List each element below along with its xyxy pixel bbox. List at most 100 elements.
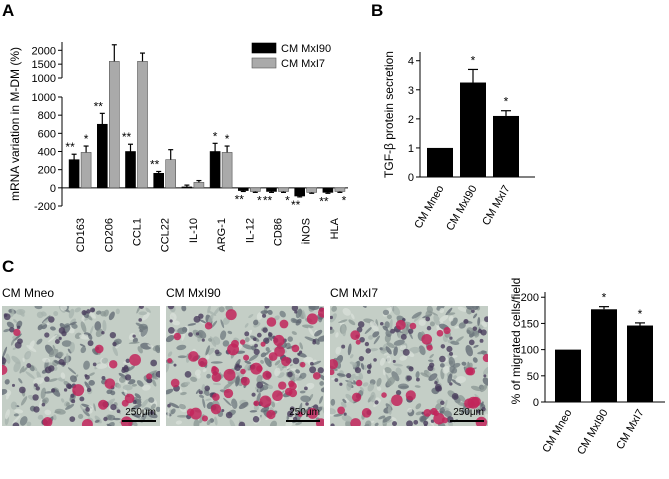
membrane-pore	[253, 404, 259, 411]
membrane-pore	[205, 345, 210, 356]
migrated-cell	[167, 357, 173, 364]
cell-nucleus	[440, 400, 445, 406]
membrane-pore	[95, 310, 102, 315]
membrane-pore	[286, 368, 297, 373]
membrane-pore	[131, 403, 142, 410]
membrane-pore	[386, 355, 392, 364]
cell-nucleus	[256, 332, 262, 338]
membrane-pore	[391, 417, 397, 422]
membrane-pore	[145, 415, 153, 422]
membrane-pore	[196, 373, 201, 379]
cell-nucleus	[451, 392, 459, 400]
membrane-pore	[50, 326, 56, 331]
cell-nucleus	[364, 341, 370, 347]
membrane-pore	[359, 386, 365, 392]
cell-nucleus	[406, 420, 413, 426]
cell-nucleus	[79, 396, 85, 402]
migrated-cell	[423, 408, 432, 417]
bar	[294, 187, 306, 197]
membrane-pore	[256, 392, 261, 403]
membrane-pore	[369, 321, 379, 332]
y-tick-label: 1000	[32, 73, 56, 85]
migrated-cell	[405, 390, 416, 401]
significance-marker: **	[150, 157, 160, 171]
membrane-pore	[382, 420, 392, 424]
cell-nucleus	[87, 340, 94, 347]
membrane-pore	[69, 342, 75, 353]
membrane-pore	[94, 415, 102, 424]
migrated-cell	[430, 407, 438, 415]
membrane-pore	[242, 344, 253, 350]
membrane-pore	[335, 346, 341, 355]
membrane-pore	[418, 345, 426, 356]
membrane-pore	[203, 389, 210, 397]
membrane-pore	[167, 351, 173, 357]
cell-nucleus	[359, 336, 365, 343]
membrane-pore	[336, 373, 346, 377]
cell-nucleus	[373, 358, 377, 362]
membrane-pore	[147, 411, 158, 419]
cell-nucleus	[198, 390, 203, 395]
membrane-pore	[426, 418, 435, 426]
x-category-label: CD206	[103, 218, 115, 252]
significance-marker: *	[225, 132, 230, 146]
y-tick-label: 50	[527, 371, 539, 383]
membrane-pore	[415, 411, 423, 416]
membrane-pore	[353, 380, 357, 385]
membrane-pore	[386, 314, 392, 320]
migrated-cell	[426, 344, 433, 351]
membrane-pore	[176, 414, 188, 418]
scale-bar-label: 250μm	[453, 407, 484, 418]
membrane-pore	[431, 312, 439, 316]
membrane-pore	[477, 316, 481, 326]
cell-nucleus	[92, 362, 97, 367]
significance-marker: **	[263, 193, 273, 207]
membrane-pore	[385, 330, 392, 338]
bar	[627, 325, 653, 402]
membrane-pore	[40, 387, 46, 399]
migrated-cell	[2, 364, 8, 376]
membrane-pore	[244, 322, 249, 328]
micrograph-label-mxi90: CM MxI90	[166, 286, 221, 300]
membrane-pore	[181, 306, 187, 312]
cell-nucleus	[304, 386, 308, 391]
migrated-cell	[299, 361, 306, 368]
membrane-pore	[103, 309, 109, 317]
membrane-pore	[279, 310, 286, 318]
cell-nucleus	[89, 307, 96, 313]
membrane-pore	[94, 321, 102, 331]
membrane-pore	[152, 379, 157, 387]
membrane-pore	[166, 388, 174, 395]
x-category-label: iNOS	[301, 218, 313, 244]
cell-nucleus	[292, 357, 300, 365]
cell-nucleus	[262, 313, 267, 318]
cell-nucleus	[62, 361, 66, 366]
membrane-pore	[5, 353, 11, 364]
membrane-pore	[2, 388, 8, 396]
x-category-label: CM MxI90	[444, 184, 479, 233]
migrated-cell	[395, 319, 406, 330]
membrane-pore	[238, 401, 249, 410]
cell-nucleus	[408, 366, 414, 372]
membrane-pore	[308, 306, 320, 311]
cell-nucleus	[289, 406, 295, 412]
micrograph-row: CM Mneo CM MxI90 CM MxI7 250μm 250μm 250…	[0, 278, 500, 448]
membrane-pore	[112, 345, 119, 357]
membrane-pore	[477, 350, 487, 355]
migrated-cell	[409, 322, 417, 330]
membrane-pore	[220, 319, 225, 329]
membrane-pore	[267, 384, 273, 390]
membrane-pore	[135, 322, 145, 328]
membrane-pore	[386, 376, 396, 387]
membrane-pore	[370, 391, 376, 403]
cell-nucleus	[17, 338, 23, 345]
membrane-pore	[166, 362, 170, 373]
membrane-pore	[363, 364, 367, 371]
membrane-pore	[330, 398, 336, 406]
y-tick-label: 0	[408, 172, 414, 184]
membrane-pore	[385, 346, 392, 355]
bar	[68, 159, 80, 189]
membrane-pore	[94, 419, 100, 423]
cell-nucleus	[406, 375, 412, 381]
membrane-pore	[24, 351, 32, 360]
